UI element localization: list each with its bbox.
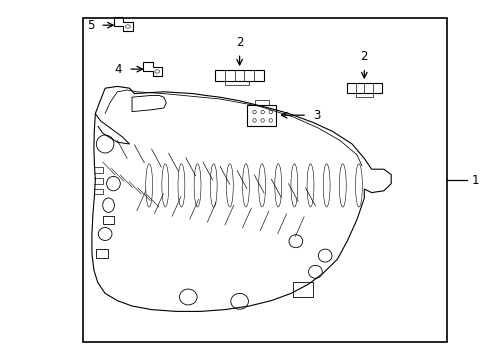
Bar [292, 282, 313, 297]
Text: 3: 3 [312, 109, 320, 122]
Bar [224, 81, 249, 85]
Text: 4: 4 [115, 63, 122, 76]
Text: 1: 1 [471, 174, 478, 186]
Bar [83, 18, 447, 342]
Bar [103, 216, 114, 224]
Bar [254, 100, 268, 105]
Bar [346, 83, 381, 93]
Text: 5: 5 [87, 19, 94, 32]
Text: 2: 2 [235, 36, 243, 49]
Bar [355, 93, 372, 97]
Bar [247, 105, 275, 126]
Bar [215, 70, 264, 81]
Bar [95, 249, 107, 258]
Text: 2: 2 [360, 50, 367, 63]
